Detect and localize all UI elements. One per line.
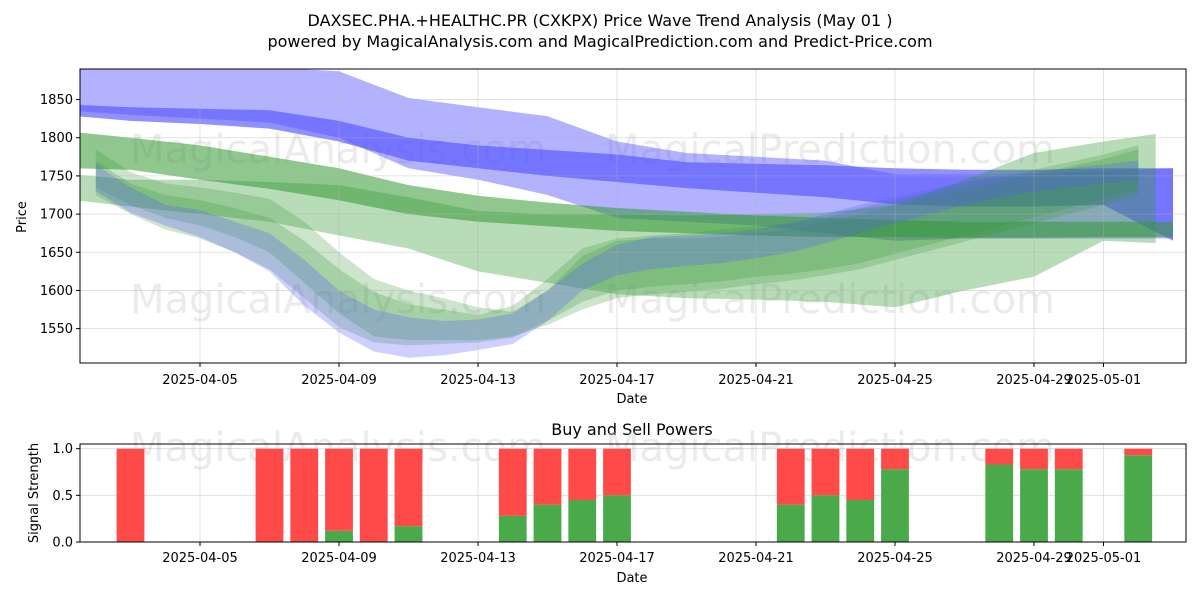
sell-bar [394, 448, 423, 527]
power-y-tick-label: 0.5 [52, 489, 73, 504]
sell-bar [811, 448, 840, 496]
watermark-mid-right: MagicalPrediction.com [605, 277, 1055, 323]
power-x-tick-label: 2025-04-17 [579, 551, 655, 566]
main-y-tick-label: 1600 [40, 284, 73, 299]
power-x-tick-label: 2025-05-01 [1066, 551, 1142, 566]
sell-bar [498, 448, 527, 516]
power-x-axis-label: Date [616, 571, 647, 586]
buy-bar [881, 469, 909, 542]
buy-bar [568, 500, 597, 542]
main-plot-frame [79, 68, 1187, 364]
main-y-tick-label: 1750 [40, 169, 73, 184]
power-plot-frame [79, 443, 1187, 543]
buy-bar [533, 504, 562, 542]
main-x-tick-label: 2025-04-05 [162, 373, 238, 388]
buy-bar [1054, 469, 1083, 542]
sell-bar [325, 448, 353, 531]
price-bands [80, 69, 1173, 358]
sell-bar [776, 448, 805, 505]
main-y-tick-label: 1550 [40, 322, 73, 337]
power-x-ticks: 2025-04-05 2025-04-09 2025-04-13 2025-04-17… [162, 542, 1141, 566]
power-x-tick-label: 2025-04-29 [996, 551, 1072, 566]
sell-bar [1054, 448, 1083, 470]
main-x-tick-label: 2025-05-01 [1066, 373, 1142, 388]
sell-bar [533, 448, 562, 505]
main-x-tick-label: 2025-04-29 [996, 373, 1072, 388]
main-y-axis-label: Price [15, 201, 30, 233]
band-green-core [80, 132, 1173, 238]
band-blue-wave [95, 160, 1139, 358]
buy-bar [776, 504, 805, 542]
main-x-tick-label: 2025-04-17 [579, 373, 655, 388]
sell-bar [290, 448, 319, 542]
power-y-ticks: 0.0 0.5 1.0 [52, 442, 80, 551]
sell-bar [568, 448, 597, 500]
sell-bar [255, 448, 284, 542]
power-x-tick-label: 2025-04-13 [440, 551, 516, 566]
chart-title: DAXSEC.PHA.+HEALTHC.PR (CXKPX) Price Wav… [308, 11, 893, 30]
power-bars [116, 448, 1153, 542]
power-y-axis-label: Signal Strength [27, 443, 42, 543]
sell-bar [985, 448, 1014, 465]
main-x-tick-label: 2025-04-09 [301, 373, 377, 388]
main-x-ticks: 2025-04-05 2025-04-09 2025-04-13 2025-04-17… [162, 363, 1141, 388]
buy-bar [1020, 469, 1048, 542]
power-y-tick-label: 1.0 [52, 442, 73, 457]
power-x-tick-label: 2025-04-05 [162, 551, 238, 566]
main-y-tick-label: 1700 [40, 208, 73, 223]
buy-bar [394, 526, 423, 542]
band-blue-core [80, 104, 1173, 241]
buy-bar [811, 495, 840, 542]
sell-bar [1124, 448, 1153, 456]
sell-bar [881, 448, 909, 470]
main-y-tick-label: 1650 [40, 246, 73, 261]
main-x-tick-label: 2025-04-13 [440, 373, 516, 388]
sell-bar [846, 448, 875, 500]
buy-bar [985, 464, 1014, 542]
band-green-wave-b [95, 145, 1139, 346]
buy-bar [846, 500, 875, 542]
chart-subtitle: powered by MagicalAnalysis.com and Magic… [267, 32, 932, 51]
power-x-tick-label: 2025-04-21 [718, 551, 794, 566]
sell-bar [116, 448, 145, 542]
buy-bar [1124, 455, 1153, 542]
power-x-tick-label: 2025-04-25 [857, 551, 933, 566]
main-y-ticks: 1550 1600 1650 1700 1750 1800 1850 [40, 93, 80, 337]
sell-bar [1020, 448, 1048, 470]
buy-bar [325, 530, 353, 542]
power-x-tick-label: 2025-04-09 [301, 551, 377, 566]
main-y-tick-label: 1800 [40, 131, 73, 146]
sell-bar [359, 448, 388, 542]
main-x-axis-label: Date [616, 392, 647, 407]
band-green-wave-a [95, 149, 1139, 341]
power-y-tick-label: 0.0 [52, 536, 73, 551]
main-gridlines [80, 69, 1186, 363]
main-y-tick-label: 1850 [40, 93, 73, 108]
power-chart-title: Buy and Sell Powers [551, 420, 713, 439]
buy-bar [603, 495, 631, 542]
buy-bar [498, 515, 527, 542]
main-x-tick-label: 2025-04-21 [718, 373, 794, 388]
watermark-mid-left: MagicalAnalysis.com [130, 277, 546, 323]
main-x-tick-label: 2025-04-25 [857, 373, 933, 388]
sell-bar [603, 448, 631, 496]
